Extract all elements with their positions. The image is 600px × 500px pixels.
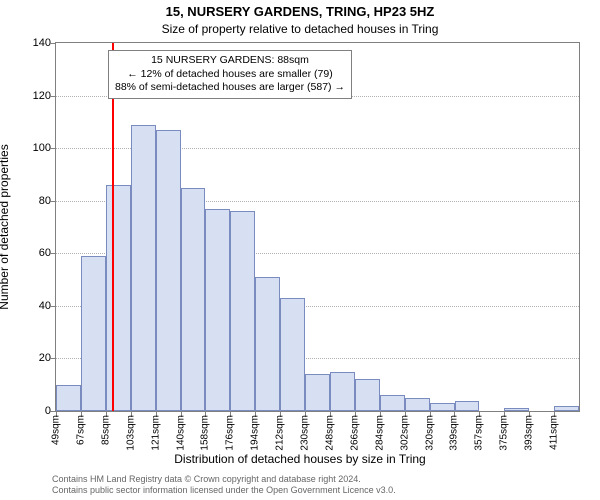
histogram-bar <box>255 277 280 411</box>
y-tick-mark <box>50 148 55 149</box>
x-tick-label: 212sqm <box>275 415 286 451</box>
x-axis-title: Distribution of detached houses by size … <box>0 452 600 466</box>
y-axis-title: Number of detached properties <box>0 144 11 309</box>
x-tick-label: 284sqm <box>374 415 385 451</box>
histogram-bar <box>205 209 230 411</box>
x-tick-label: 158sqm <box>200 415 211 451</box>
histogram-bar <box>455 401 480 412</box>
x-tick-label: 230sqm <box>300 415 311 451</box>
x-tick-label: 302sqm <box>399 415 410 451</box>
y-tick-label: 140 <box>11 37 51 49</box>
infobox-line3: 88% of semi-detached houses are larger (… <box>115 81 345 95</box>
histogram-bar <box>430 403 455 411</box>
histogram-bar <box>156 130 181 411</box>
histogram-bar <box>181 188 206 411</box>
attribution: Contains HM Land Registry data © Crown c… <box>52 474 396 496</box>
infobox-line1: 15 NURSERY GARDENS: 88sqm <box>115 54 345 68</box>
y-tick-label: 100 <box>11 142 51 154</box>
x-tick-label: 194sqm <box>250 415 261 451</box>
x-tick-label: 320sqm <box>424 415 435 451</box>
histogram-bar <box>330 372 355 411</box>
y-tick-label: 20 <box>11 352 51 364</box>
y-tick-mark <box>50 201 55 202</box>
histogram-bar <box>56 385 81 411</box>
attribution-line2: Contains public sector information licen… <box>52 485 396 496</box>
x-tick-label: 85sqm <box>100 415 111 445</box>
x-tick-label: 248sqm <box>324 415 335 451</box>
chart-subtitle: Size of property relative to detached ho… <box>0 22 600 36</box>
histogram-bar <box>504 408 529 411</box>
histogram-bar <box>355 379 380 411</box>
y-tick-mark <box>50 358 55 359</box>
histogram-bar <box>380 395 405 411</box>
y-tick-mark <box>50 411 55 412</box>
infobox-line2: ← 12% of detached houses are smaller (79… <box>115 68 345 82</box>
y-tick-mark <box>50 253 55 254</box>
x-tick-label: 176sqm <box>225 415 236 451</box>
chart-title: 15, NURSERY GARDENS, TRING, HP23 5HZ <box>0 4 600 19</box>
x-tick-label: 103sqm <box>125 415 136 451</box>
x-tick-label: 140sqm <box>175 415 186 451</box>
y-tick-mark <box>50 43 55 44</box>
x-tick-label: 121sqm <box>150 415 161 451</box>
x-tick-label: 49sqm <box>51 415 62 445</box>
histogram-bar <box>405 398 430 411</box>
chart-container: 15, NURSERY GARDENS, TRING, HP23 5HZ Siz… <box>0 0 600 500</box>
y-tick-label: 40 <box>11 300 51 312</box>
y-tick-mark <box>50 306 55 307</box>
attribution-line1: Contains HM Land Registry data © Crown c… <box>52 474 396 485</box>
x-tick-label: 339sqm <box>449 415 460 451</box>
histogram-bar <box>81 256 106 411</box>
x-tick-label: 375sqm <box>499 415 510 451</box>
histogram-bar <box>131 125 156 412</box>
y-tick-label: 80 <box>11 195 51 207</box>
x-tick-label: 266sqm <box>349 415 360 451</box>
x-tick-label: 411sqm <box>549 415 560 450</box>
y-tick-label: 0 <box>11 405 51 417</box>
x-tick-label: 393sqm <box>524 415 535 451</box>
y-tick-mark <box>50 96 55 97</box>
y-tick-label: 120 <box>11 90 51 102</box>
x-tick-label: 357sqm <box>474 415 485 451</box>
y-tick-label: 60 <box>11 247 51 259</box>
histogram-bar <box>106 185 131 411</box>
histogram-bar <box>305 374 330 411</box>
histogram-bar <box>280 298 305 411</box>
histogram-bar <box>230 211 255 411</box>
histogram-bar <box>554 406 579 411</box>
info-box: 15 NURSERY GARDENS: 88sqm ← 12% of detac… <box>108 50 352 99</box>
x-tick-label: 67sqm <box>75 415 86 445</box>
